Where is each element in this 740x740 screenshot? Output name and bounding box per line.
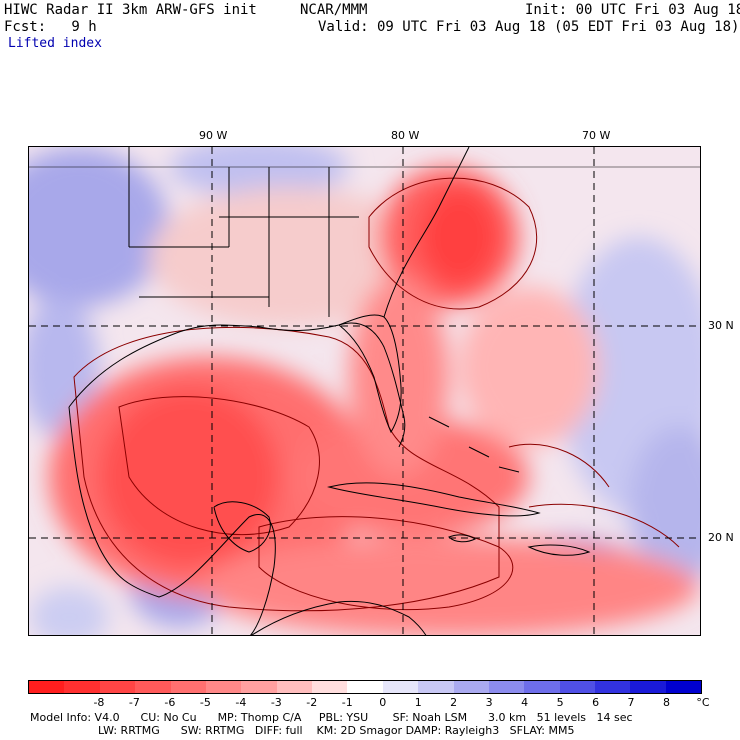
colorbar-tick-label: -4 <box>235 696 247 709</box>
lat-label-20n: 20 N <box>708 531 734 544</box>
org-label: NCAR/MMM <box>300 2 368 18</box>
colorbar-segment <box>135 681 171 693</box>
lat-label-30n: 30 N <box>708 319 734 332</box>
colorbar-tick-label: -6 <box>164 696 176 709</box>
colorbar-segment <box>347 681 383 693</box>
map-canvas <box>29 147 700 635</box>
colorbar-segment <box>241 681 277 693</box>
colorbar-segment <box>524 681 560 693</box>
colorbar-segment <box>312 681 348 693</box>
field-name: Lifted index <box>8 36 102 51</box>
colorbar-tick-label: 5 <box>556 696 564 709</box>
colorbar-tick-label: -8 <box>93 696 105 709</box>
colorbar-tick-label: -2 <box>306 696 318 709</box>
colorbar-tick-label: -5 <box>199 696 211 709</box>
model-info-line2: LW: RRTMG SW: RRTMG DIFF: full KM: 2D Sm… <box>98 724 575 737</box>
colorbar-segment <box>64 681 100 693</box>
colorbar-segment <box>205 681 242 693</box>
lifted-index-map[interactable] <box>28 146 701 636</box>
colorbar-segment <box>595 681 631 693</box>
model-info-line1: Model Info: V4.0 CU: No Cu MP: Thomp C/A… <box>30 711 633 724</box>
colorbar-segment <box>488 681 525 693</box>
boundaries <box>29 147 700 635</box>
colorbar-tick-label: 8 <box>663 696 671 709</box>
colorbar-segment <box>99 681 136 693</box>
graticule <box>29 147 700 635</box>
init-time: Init: 00 UTC Fri 03 Aug 18 <box>525 2 740 18</box>
forecast-hour: Fcst: 9 h <box>4 19 97 35</box>
colorbar-tick-label: 0 <box>379 696 387 709</box>
colorbar-tick-label: -7 <box>128 696 140 709</box>
colorbar-segment <box>170 681 206 693</box>
lon-label-70w: 70 W <box>582 129 611 142</box>
colorbar-segment <box>276 681 312 693</box>
colorbar-segment <box>665 681 702 693</box>
model-title: HIWC Radar II 3km ARW-GFS init <box>4 2 257 18</box>
colorbar-segment <box>559 681 595 693</box>
colorbar <box>28 680 702 694</box>
colorbar-tick-label: 2 <box>450 696 458 709</box>
colorbar-tick-label: 7 <box>627 696 635 709</box>
contours <box>73 177 680 612</box>
colorbar-segment <box>418 681 454 693</box>
colorbar-tick-label: -1 <box>341 696 353 709</box>
colorbar-tick-label: -3 <box>270 696 282 709</box>
colorbar-unit: °C <box>696 696 710 709</box>
colorbar-tick-label: 3 <box>485 696 493 709</box>
colorbar-segment <box>630 681 666 693</box>
valid-time: Valid: 09 UTC Fri 03 Aug 18 (05 EDT Fri … <box>318 19 740 35</box>
colorbar-segment <box>382 681 419 693</box>
colorbar-tick-label: 4 <box>521 696 529 709</box>
colorbar-segment <box>29 681 65 693</box>
colorbar-tick-label: 6 <box>592 696 600 709</box>
field-shading <box>29 147 700 635</box>
lon-label-90w: 90 W <box>199 129 228 142</box>
colorbar-segment <box>453 681 489 693</box>
lon-label-80w: 80 W <box>391 129 420 142</box>
colorbar-tick-label: 1 <box>414 696 422 709</box>
